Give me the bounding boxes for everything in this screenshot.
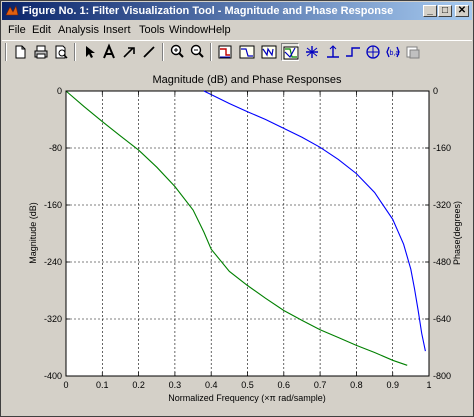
phase-icon[interactable] — [260, 43, 278, 61]
y-tick-label-right: 0 — [433, 86, 438, 96]
x-axis-label: Normalized Frequency (×π rad/sample) — [168, 393, 326, 403]
minimize-button[interactable]: _ — [423, 5, 437, 17]
x-tick-label: 0.2 — [132, 380, 145, 390]
arrow-icon[interactable] — [80, 43, 98, 61]
coefficients-icon[interactable]: b,a — [384, 43, 402, 61]
toolbar-separator — [162, 43, 164, 61]
zoom-in-icon[interactable] — [168, 43, 186, 61]
magnitude-phase-chart[interactable]: 0 0.1 0.2 0.3 0.4 0.5 0.6 0.7 0.8 0.9 1 0 0 -80 -160 -1… — [2, 63, 472, 415]
impulse-icon[interactable] — [324, 43, 342, 61]
toolbar-grip — [5, 43, 7, 61]
chart-title: Magnitude (dB) and Phase Responses — [153, 74, 342, 86]
y-tick-label-left: -80 — [49, 143, 62, 153]
matlab-icon — [5, 5, 19, 16]
text-icon[interactable] — [100, 43, 118, 61]
figure-area: 0 0.1 0.2 0.3 0.4 0.5 0.6 0.7 0.8 0.9 1 0 0 -80 -160 -1… — [2, 63, 472, 415]
new-icon[interactable] — [11, 43, 29, 61]
line-arrow-icon[interactable] — [120, 43, 138, 61]
menu-bar: File Edit Analysis Insert Tools Window H… — [2, 21, 472, 39]
magnitude-phase-icon[interactable] — [281, 43, 299, 61]
y-axis-label-left: Magnitude (dB) — [28, 202, 38, 264]
step-icon[interactable] — [344, 43, 362, 61]
y-tick-label-right: -640 — [433, 314, 451, 324]
x-tick-label: 0.6 — [278, 380, 291, 390]
info-icon[interactable] — [404, 43, 422, 61]
x-tick-label: 1 — [426, 380, 431, 390]
y-tick-label-right: -800 — [433, 371, 451, 381]
y-tick-label-right: -320 — [433, 200, 451, 210]
x-tick-label: 0.9 — [386, 380, 399, 390]
y-tick-label-left: -240 — [44, 257, 62, 267]
print-icon[interactable] — [32, 43, 50, 61]
magnitude-line — [65, 90, 408, 366]
x-tick-label: 0 — [63, 380, 68, 390]
pole-zero-icon[interactable] — [364, 43, 382, 61]
plot-area[interactable] — [65, 90, 430, 377]
menu-help[interactable]: Help — [208, 24, 231, 36]
x-tick-label: 0.1 — [96, 380, 109, 390]
magnitude-icon[interactable] — [238, 43, 256, 61]
x-tick-label: 0.4 — [205, 380, 218, 390]
title-bar[interactable]: Figure No. 1: Filter Visualization Tool … — [2, 2, 472, 20]
x-tick-label: 0.5 — [241, 380, 254, 390]
y-tick-label-right: -480 — [433, 257, 451, 267]
y-tick-label-left: -160 — [44, 200, 62, 210]
y-tick-label-left: -320 — [44, 314, 62, 324]
svg-text:b,a: b,a — [390, 50, 400, 57]
zoom-out-icon[interactable] — [188, 43, 206, 61]
menu-tools[interactable]: Tools — [139, 24, 165, 36]
menu-file[interactable]: File — [8, 24, 26, 36]
x-tick-label: 0.8 — [350, 380, 363, 390]
menu-analysis[interactable]: Analysis — [58, 24, 99, 36]
print-preview-icon[interactable] — [52, 43, 70, 61]
filter-specs-icon[interactable] — [216, 43, 234, 61]
close-button[interactable]: ✕ — [455, 5, 469, 17]
menu-insert[interactable]: Insert — [103, 24, 131, 36]
phase-line — [203, 90, 426, 352]
y-tick-label-right: -160 — [433, 143, 451, 153]
menu-window[interactable]: Window — [169, 24, 209, 36]
y-axis-label-right: Phase(degrees) — [452, 201, 462, 265]
maximize-button[interactable]: □ — [438, 5, 452, 17]
line-icon[interactable] — [140, 43, 158, 61]
toolbar: b,a — [2, 40, 472, 64]
x-tick-label: 0.3 — [169, 380, 182, 390]
x-tick-label: 0.7 — [314, 380, 327, 390]
window-title: Figure No. 1: Filter Visualization Tool … — [22, 5, 394, 17]
y-tick-label-left: 0 — [57, 86, 62, 96]
menu-edit[interactable]: Edit — [32, 24, 51, 36]
y-tick-label-left: -400 — [44, 371, 62, 381]
toolbar-separator — [74, 43, 76, 61]
group-delay-icon[interactable] — [303, 43, 321, 61]
toolbar-separator — [210, 43, 212, 61]
